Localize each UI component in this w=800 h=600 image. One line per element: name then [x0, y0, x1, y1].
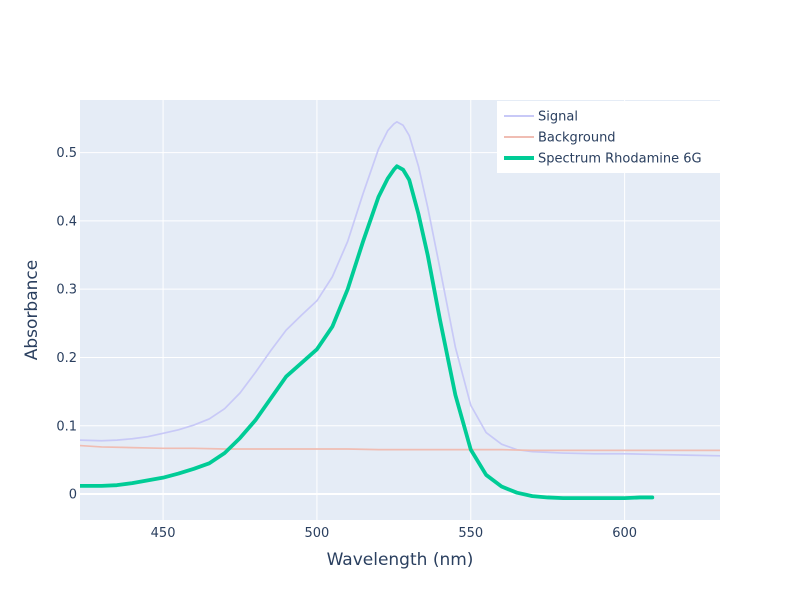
legend-label-signal: Signal	[538, 110, 578, 125]
x-axis-ticks: 450 500 550 600	[151, 526, 637, 541]
legend-item-background[interactable]: Background	[504, 131, 616, 146]
y-tick-label: 0	[69, 488, 77, 503]
y-tick-label: 0.3	[56, 283, 77, 298]
y-axis-title: Absorbance	[22, 260, 42, 360]
y-tick-label: 0.1	[56, 419, 77, 434]
y-tick-label: 0.2	[56, 351, 77, 366]
legend-item-spectrum[interactable]: Spectrum Rhodamine 6G	[504, 152, 702, 167]
x-tick-label: 600	[612, 526, 637, 541]
legend-label-background: Background	[538, 131, 616, 146]
series-line-spectrum-rhodamine-6g	[80, 164, 655, 501]
series-layer	[80, 121, 720, 501]
x-axis-title: Wavelength (nm)	[327, 550, 474, 570]
x-tick-label: 550	[458, 526, 483, 541]
y-axis-ticks: 0 0.1 0.2 0.3 0.4 0.5	[56, 146, 77, 502]
legend-background	[497, 101, 720, 173]
legend-item-signal[interactable]: Signal	[504, 110, 578, 125]
x-tick-label: 500	[305, 526, 330, 541]
y-tick-label: 0.5	[56, 146, 77, 161]
x-tick-label: 450	[151, 526, 176, 541]
legend-label-spectrum: Spectrum Rhodamine 6G	[538, 152, 702, 167]
legend[interactable]: Signal Background Spectrum Rhodamine 6G	[497, 101, 720, 173]
y-tick-label: 0.4	[56, 214, 77, 229]
series-line-background	[80, 444, 720, 452]
